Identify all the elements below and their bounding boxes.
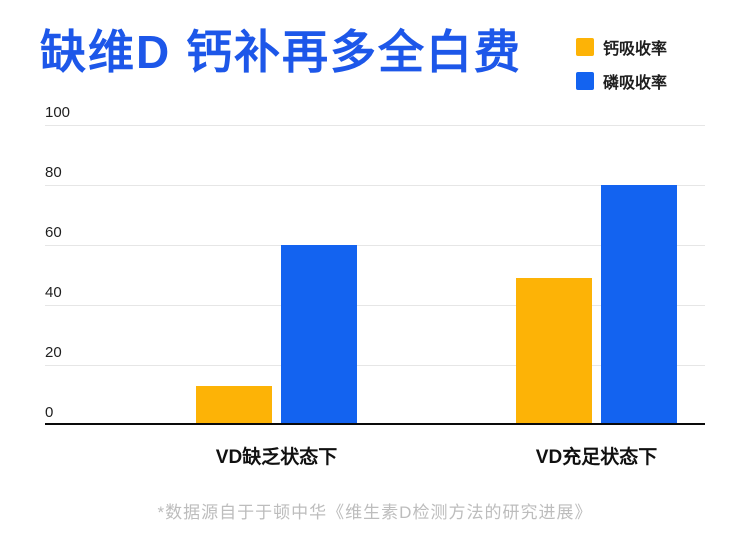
calcium-legend-label: 钙吸收率	[603, 41, 668, 58]
bar-series0-group1	[516, 278, 592, 425]
calcium-legend-swatch	[576, 38, 594, 56]
y-tick-label-0: 0	[45, 404, 54, 421]
x-axis-label-group1: VD充足状态下	[535, 447, 658, 468]
legend-item-phosphorus: 磷吸收率	[576, 69, 667, 93]
bar-series1-group0	[281, 245, 357, 425]
gridline-80	[45, 185, 705, 186]
x-axis-label-group0: VD缺乏状态下	[215, 447, 338, 468]
y-tick-label-60: 60	[45, 224, 62, 241]
y-tick-label-40: 40	[45, 284, 62, 301]
y-tick-label-20: 20	[45, 344, 62, 361]
chart-title: 缺维D 钙补再多全白费	[40, 26, 522, 78]
phosphorus-legend-label: 磷吸收率	[603, 75, 668, 92]
y-tick-label-80: 80	[45, 164, 62, 181]
bar-series1-group1	[601, 185, 677, 425]
phosphorus-legend-swatch	[576, 72, 594, 90]
x-axis-baseline	[45, 423, 705, 425]
legend: 钙吸收率 磷吸收率	[576, 35, 667, 93]
bar-series0-group0	[196, 386, 272, 425]
gridline-60	[45, 245, 705, 246]
gridline-40	[45, 305, 705, 306]
plot-area: 0 20 40 60 80 100 VD缺乏状态下 VD充足状态下	[45, 105, 705, 468]
source-note: *数据源自于于顿中华《维生素D检测方法的研究进展》	[157, 503, 593, 522]
gridline-20	[45, 365, 705, 366]
gridline-100	[45, 125, 705, 126]
y-tick-label-100: 100	[45, 104, 71, 121]
legend-item-calcium: 钙吸收率	[576, 35, 667, 59]
